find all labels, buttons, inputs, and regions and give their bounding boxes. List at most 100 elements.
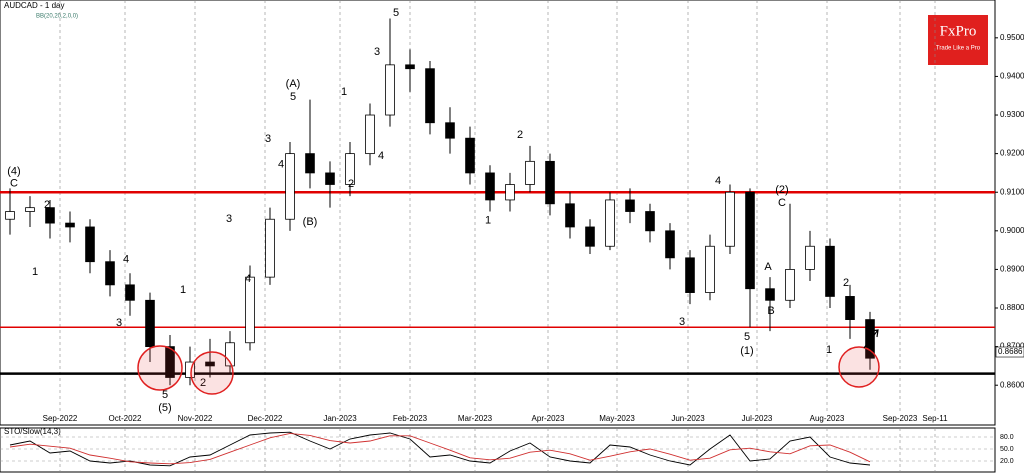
x-tick-label: Jul-2023 — [742, 414, 773, 423]
wave-label: 2 — [517, 129, 523, 141]
chart-subtitle: BB(20,20,2,0,0) — [36, 14, 78, 20]
candle-body — [325, 172, 335, 185]
arrow — [863, 329, 879, 349]
wave-label: 1 — [341, 86, 347, 98]
candle-body — [245, 276, 255, 344]
candle-body — [745, 191, 755, 290]
y-tick-label: 0.9100 — [1000, 187, 1024, 196]
y-tick-label: 50.0 — [1000, 446, 1014, 453]
y-tick-label: 0.9000 — [1000, 226, 1024, 235]
candle-body — [145, 299, 155, 348]
x-tick-label: Nov-2022 — [178, 414, 213, 423]
candle-body — [365, 114, 375, 155]
wave-label: 4 — [278, 159, 284, 171]
x-tick-label: Oct-2022 — [109, 414, 142, 423]
candle-body — [265, 218, 275, 278]
candle-body — [165, 346, 175, 378]
x-tick-label: Aug-2023 — [810, 414, 845, 423]
y-tick-label: 0.8900 — [1000, 265, 1024, 274]
candle-body — [625, 199, 635, 212]
x-tick-label: Jan-2023 — [323, 414, 357, 423]
wave-label: 4 — [245, 273, 251, 285]
wave-label: 4 — [715, 175, 721, 187]
indicator-line — [9, 432, 871, 465]
tagline: Trade Like a Pro — [936, 46, 981, 52]
y-tick-label: 0.9300 — [1000, 110, 1024, 119]
candle-body — [105, 261, 115, 286]
indicator-line — [9, 431, 871, 467]
wave-label: 5 — [162, 389, 168, 401]
wave-label: (B) — [303, 216, 318, 228]
candle-body — [845, 296, 855, 320]
candle-body — [645, 211, 655, 232]
candle-body — [705, 245, 715, 293]
candle-body — [405, 64, 415, 70]
wave-label: C — [10, 178, 18, 190]
candle-body — [525, 160, 535, 185]
x-tick-label: May-2023 — [599, 414, 635, 423]
wave-label: (2) — [775, 184, 788, 196]
candle-body — [305, 153, 315, 174]
wave-label: 3 — [226, 213, 232, 225]
wave-label: 3 — [374, 46, 380, 58]
candle-body — [485, 172, 495, 201]
logo: FxPro — [940, 23, 977, 39]
indicator-frame — [0, 427, 996, 473]
wave-label: 4 — [378, 150, 384, 162]
candle-body — [605, 199, 615, 247]
highlight-circle — [838, 346, 880, 388]
wave-label: 2 — [44, 199, 50, 211]
candle-body — [285, 153, 295, 220]
candle-body — [225, 342, 235, 367]
price-tag-label: 0.8686 — [998, 347, 1023, 356]
candle-body — [585, 226, 595, 247]
candle-body — [545, 160, 555, 205]
x-tick-label: Dec-2022 — [248, 414, 283, 423]
wave-label: A — [764, 261, 772, 273]
highlights — [137, 329, 880, 395]
candle-body — [505, 184, 515, 201]
candle-body — [805, 245, 815, 270]
x-tick-label: Apr-2023 — [532, 414, 565, 423]
candle-body — [825, 245, 835, 297]
x-tick-label: Sep-11 — [922, 414, 948, 423]
candle-body — [205, 361, 215, 367]
wave-label: 2 — [348, 178, 354, 190]
x-tick-label: Mar-2023 — [458, 414, 493, 423]
y-tick-label: 0.9200 — [1000, 149, 1024, 158]
wave-label: 1 — [32, 266, 38, 278]
candle-body — [65, 222, 75, 228]
wave-label: (A) — [286, 78, 301, 90]
candle-body — [445, 122, 455, 139]
wave-label: (4) — [7, 166, 20, 178]
candle-body — [385, 64, 395, 116]
price-tag — [995, 346, 1024, 358]
wave-label: 2 — [200, 377, 206, 389]
candle-body — [725, 191, 735, 247]
y-tick-label: 20.0 — [1000, 458, 1014, 465]
candle-body — [185, 361, 195, 378]
candle-body — [425, 68, 435, 124]
wave-label: 1 — [826, 344, 832, 356]
indicator-title: STO/Slow(14,3) — [4, 427, 61, 436]
wave-label: (1) — [740, 345, 753, 357]
wave-label: 3 — [265, 133, 271, 145]
wave-label: 2 — [843, 277, 849, 289]
candle-body — [765, 288, 775, 301]
wave-label: 3 — [116, 317, 122, 329]
candle-body — [685, 257, 695, 293]
highlight-circle — [190, 351, 234, 395]
x-tick-label: Jun-2023 — [671, 414, 705, 423]
candle-body — [565, 203, 575, 228]
y-tick-label: 0.8800 — [1000, 303, 1024, 312]
x-tick-label: Sep-2023 — [883, 414, 918, 423]
candle-body — [345, 153, 355, 185]
highlight-circle — [137, 345, 183, 391]
wave-label: 1 — [485, 215, 491, 227]
wave-label: 1 — [180, 284, 186, 296]
candle-body — [25, 207, 35, 212]
y-tick-label: 0.9500 — [1000, 33, 1024, 42]
y-tick-label: 80.0 — [1000, 434, 1014, 441]
candle-body — [85, 226, 95, 263]
